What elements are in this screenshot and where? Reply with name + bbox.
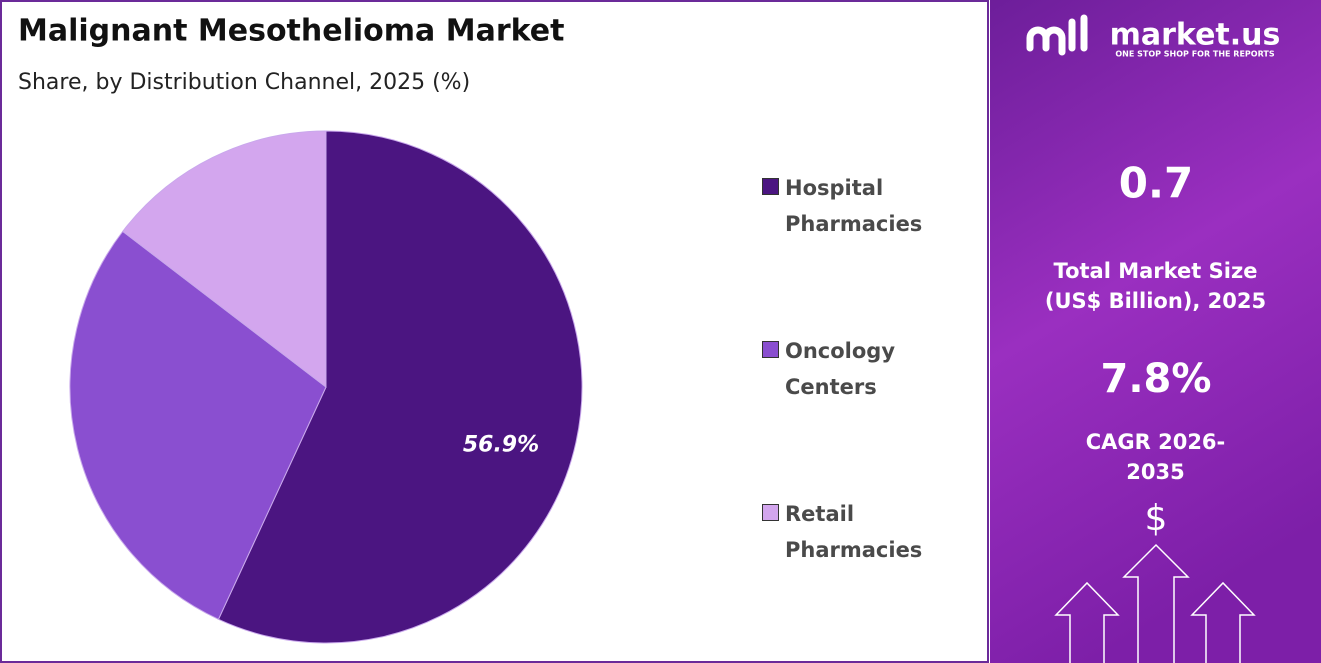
- tagline: ONE STOP SHOP FOR THE REPORTS: [1115, 50, 1274, 59]
- legend-swatch: [762, 504, 779, 521]
- legend-label: Hospital Pharmacies: [785, 176, 923, 236]
- market-size: 0.7: [1119, 159, 1193, 208]
- legend-label: Oncology Centers: [785, 339, 896, 399]
- arrows: [1054, 543, 1256, 663]
- data-label: 56.9%: [463, 433, 539, 458]
- chart-title: Malignant Mesothelioma Market: [18, 14, 564, 49]
- cagr: 7.8%: [1101, 356, 1212, 402]
- legend-item: Hospital Pharmacies: [762, 170, 952, 242]
- logo-icon: [1026, 14, 1088, 56]
- chart-subtitle: Share, by Distribution Channel, 2025 (%): [18, 70, 470, 95]
- currency-icon: $: [1145, 498, 1168, 539]
- brand: market.us: [1110, 18, 1281, 53]
- pie-slice: [217, 130, 583, 644]
- pie-slice: [122, 130, 327, 389]
- legend-label: Retail Pharmacies: [785, 502, 923, 562]
- legend-item: Retail Pharmacies: [762, 496, 952, 568]
- legend-swatch: [762, 178, 779, 195]
- legend-swatch: [762, 341, 779, 358]
- market-size-label: Total Market Size (US$ Billion), 2025: [1044, 259, 1267, 313]
- cagr-label: CAGR 2026-2035: [1085, 430, 1226, 484]
- side-panel: [990, 0, 1321, 663]
- pie-slice: [69, 230, 327, 620]
- legend-item: Oncology Centers: [762, 333, 952, 405]
